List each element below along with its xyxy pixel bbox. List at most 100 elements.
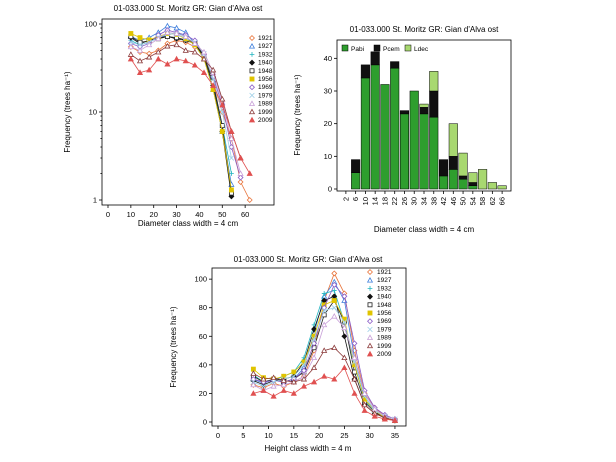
- chart3-xtick-label: 0: [216, 431, 220, 440]
- chart3-point-1956: [291, 369, 297, 375]
- chart3-point-1956: [331, 298, 337, 304]
- chart3-point-2009: [371, 413, 378, 419]
- chart1-legend-marker-1979: [249, 92, 255, 99]
- chart3-legend-marker-1969: [367, 318, 373, 325]
- chart3-legend-label: 1940: [377, 294, 392, 301]
- chart1-legend-marker-1999: [248, 108, 256, 115]
- chart1-point-1948: [219, 123, 225, 129]
- chart2-xtick-label: 2: [341, 197, 350, 201]
- chart2-legend-label: Pabi: [351, 46, 364, 53]
- chart3-point-1989: [250, 381, 257, 388]
- chart1-legend-marker-2009: [248, 116, 256, 123]
- chart1-legend-label: 1921: [258, 35, 273, 42]
- chart3-point-1989: [351, 354, 358, 361]
- chart3-point-1979: [311, 336, 317, 342]
- chart2-bar-Pcem-10: [360, 64, 370, 79]
- chart3-point-1999: [260, 375, 267, 382]
- chart1-xlabel: Diameter class width = 4 cm: [138, 219, 239, 228]
- chart1-legend-label: 1989: [258, 101, 273, 108]
- chart2-bar-Ldec-46: [448, 123, 458, 157]
- chart3-ytick-label: 20: [199, 389, 207, 398]
- chart3-point-1969: [331, 281, 338, 288]
- chart3-point-1999: [341, 354, 348, 361]
- chart3-point-1932: [331, 288, 337, 293]
- chart1-xtick-label: 40: [195, 210, 203, 219]
- chart2-bar-Pcem-34: [419, 107, 429, 115]
- chart1-ytick-label: 1: [93, 196, 97, 205]
- chart2-legend-swatch-Ldec: [404, 44, 412, 52]
- chart1-legend-label: 1979: [258, 92, 273, 99]
- chart1-point-2009: [136, 69, 144, 75]
- chart2-xtick-label: 42: [439, 197, 448, 205]
- chart2-xtick-label: 18: [380, 197, 389, 205]
- chart1-point-1999: [200, 55, 208, 62]
- chart2-bar-Pcem-46: [448, 156, 458, 170]
- chart1-legend-label: 1932: [258, 51, 273, 58]
- chart1-legend-label: 2009: [258, 117, 273, 124]
- chart3-xtick-label: 15: [290, 431, 298, 440]
- chart1-point-1999: [210, 66, 217, 73]
- chart3-point-1932: [321, 291, 327, 296]
- chart1-legend-marker-1989: [248, 100, 256, 106]
- chart1-series-line-1979: [130, 33, 232, 159]
- chart2-bar-Pcem-22: [390, 61, 400, 69]
- chart3-xtick-label: 25: [340, 431, 348, 440]
- chart1-series-line-1956: [130, 33, 232, 191]
- chart3-legend-label: 1956: [377, 310, 392, 317]
- chart3-point-1999: [310, 364, 318, 371]
- chart3-point-2009: [361, 407, 368, 413]
- chart2-xtick-label: 22: [390, 197, 399, 205]
- chart2-bar-Pcem-50: [458, 175, 468, 180]
- chart3-point-1979: [341, 319, 348, 325]
- chart1-point-1989: [182, 33, 189, 39]
- chart2-bar-Pabi-14: [370, 64, 380, 190]
- chart1-point-1956: [137, 35, 143, 41]
- chart3-point-1999: [351, 375, 358, 382]
- chart3-ytick-label: 60: [199, 332, 207, 341]
- chart1-legend-marker-1956: [249, 76, 255, 82]
- chart2-legend: Pabi Pcem Ldec: [341, 44, 429, 53]
- chart1-point-1989: [127, 43, 134, 50]
- chart2-xtick-label: 62: [488, 197, 497, 205]
- chart3-point-1940: [311, 326, 318, 333]
- chart3-legend-label: 1989: [377, 335, 392, 342]
- chart1-legend-marker-1932: [249, 52, 255, 57]
- chart3-xtick-label: 20: [315, 431, 323, 440]
- chart3-point-1989: [341, 324, 348, 331]
- chart3-point-1989: [270, 383, 277, 389]
- chart1-point-1999: [136, 57, 144, 64]
- chart1-point-2009: [237, 154, 244, 161]
- chart1-point-1999: [219, 95, 226, 102]
- chart3-legend-label: 1921: [377, 269, 392, 276]
- chart3-legend-marker-1979: [367, 326, 373, 333]
- chart1-ytick-label: 100: [84, 20, 97, 29]
- chart2-bar-Ldec-58: [478, 169, 488, 190]
- chart3-point-1999: [300, 375, 308, 382]
- chart3-point-1969: [300, 367, 307, 374]
- chart2-xtick-label: 6: [351, 197, 360, 201]
- chart1-xtick-label: 10: [127, 210, 135, 219]
- chart3-ytick-label: 80: [199, 303, 207, 312]
- chart2-ytick-label: 0: [328, 185, 332, 194]
- chart2-legend-swatch-Pcem: [373, 44, 381, 52]
- chart3-point-2009: [391, 417, 399, 423]
- chart1-frame: [101, 18, 275, 206]
- chart1-point-1956: [228, 187, 234, 193]
- chart1-point-2009: [182, 57, 189, 64]
- chart1-legend-marker-1948: [249, 68, 255, 74]
- chart1-point-1979: [228, 155, 235, 161]
- chart2-bar-Pabi-10: [360, 77, 370, 190]
- chart3-point-1989: [310, 354, 318, 361]
- chart1-legend-label: 1948: [258, 68, 273, 75]
- chart1-point-1979: [128, 39, 134, 45]
- chart3-point-2009: [270, 393, 277, 399]
- chart3-point-2009: [250, 390, 257, 396]
- chart2-xtick-label: 38: [429, 197, 438, 205]
- chart3-point-2009: [260, 387, 267, 393]
- chart1-point-1999: [146, 53, 153, 60]
- chart2-bar-Pcem-54: [468, 182, 478, 186]
- chart3-ylabel: Frequency (trees ha⁻¹): [169, 306, 178, 387]
- chart3-series-line-1989: [253, 315, 396, 420]
- chart3-point-1999: [331, 344, 338, 351]
